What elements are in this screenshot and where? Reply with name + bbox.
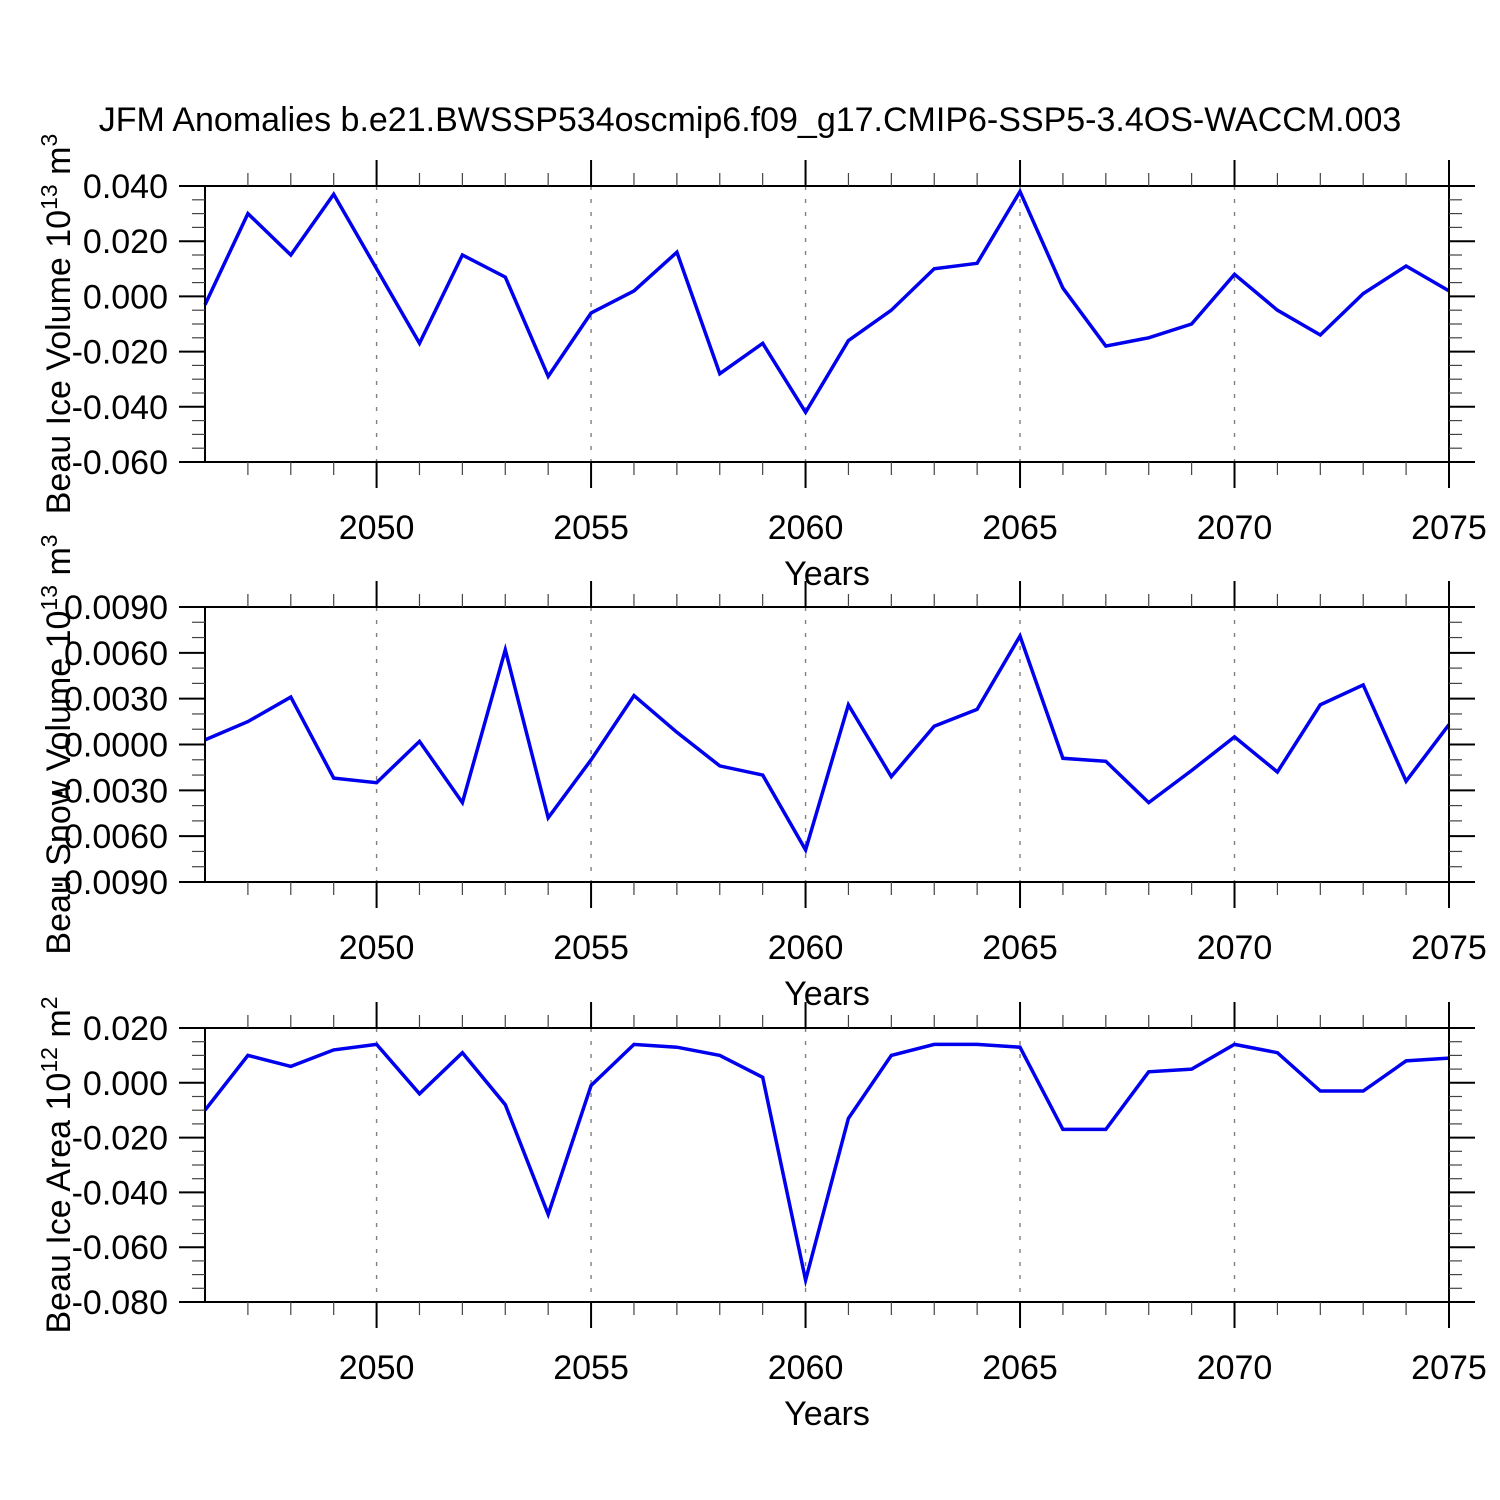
y-tick-label: 0.000 <box>83 278 168 316</box>
x-tick-label: 2065 <box>982 929 1058 967</box>
x-tick-label: 2075 <box>1411 509 1487 547</box>
ice-volume-frame <box>204 185 1450 463</box>
x-tick-label: 2060 <box>768 509 844 547</box>
y-tick-label: 0.0030 <box>64 681 168 719</box>
y-tick-label: -0.040 <box>72 1174 168 1212</box>
y-tick-label: -0.040 <box>72 389 168 427</box>
x-tick-label: 2065 <box>982 1349 1058 1387</box>
x-tick-label: 2075 <box>1411 1349 1487 1387</box>
x-tick-label: 2060 <box>768 1349 844 1387</box>
y-tick-label: -0.060 <box>72 444 168 482</box>
snow-volume-line <box>204 631 1451 855</box>
x-tick-label: 2050 <box>339 1349 415 1387</box>
y-tick-label: -0.0090 <box>53 864 168 902</box>
y-tick-label: -0.020 <box>72 1120 168 1158</box>
x-tick-label: 2060 <box>768 929 844 967</box>
y-tick-label: 0.0060 <box>64 635 168 673</box>
y-tick-label: -0.020 <box>72 334 168 372</box>
y-tick-label: 0.020 <box>83 1010 168 1048</box>
y-tick-label: -0.080 <box>72 1284 168 1322</box>
y-axis-title: Beau Snow Volume 1013 m3 <box>36 534 78 954</box>
x-tick-label: 2055 <box>553 929 629 967</box>
y-tick-label: -0.0030 <box>53 772 168 810</box>
y-tick-label: -0.060 <box>72 1229 168 1267</box>
y-tick-label: 0.040 <box>83 168 168 206</box>
snow-volume-frame <box>204 606 1450 883</box>
ice-area-frame <box>204 1027 1450 1303</box>
x-tick-label: 2075 <box>1411 929 1487 967</box>
x-tick-label: 2055 <box>553 1349 629 1387</box>
chart-title: JFM Anomalies b.e21.BWSSP534oscmip6.f09_… <box>98 101 1402 139</box>
y-axis-title: Beau Ice Area 1012 m2 <box>36 996 78 1333</box>
x-tick-label: 2050 <box>339 929 415 967</box>
ice-area-line <box>203 1042 1450 1288</box>
x-tick-label: 2050 <box>339 509 415 547</box>
y-tick-label: -0.0060 <box>53 818 168 856</box>
y-axis-title: Beau Ice Volume 1013 m3 <box>36 134 78 515</box>
panel-ice-area: 0.020 0.000 -0.020 -0.040 -0.060 -0.080 2050 20… <box>36 996 1487 1433</box>
panel-snow-volume: 0.0090 0.0060 0.0030 0.0000 -0.0030 -0.0060 -0… <box>36 534 1487 1013</box>
panel-ice-volume: 0.040 0.020 0.000 -0.020 -0.040 -0.060 2050 205… <box>36 134 1487 593</box>
x-tick-label: 2055 <box>553 509 629 547</box>
x-axis-title: Years <box>784 975 870 1013</box>
x-axis-title: Years <box>784 1395 870 1433</box>
y-tick-label: 0.020 <box>83 223 168 261</box>
x-tick-label: 2065 <box>982 509 1058 547</box>
x-tick-label: 2070 <box>1197 1349 1273 1387</box>
y-tick-label: 0.000 <box>83 1065 168 1103</box>
y-tick-label: 0.0000 <box>64 727 168 765</box>
x-tick-label: 2070 <box>1197 509 1273 547</box>
ice-volume-line <box>203 187 1450 416</box>
y-tick-label: 0.0090 <box>64 589 168 627</box>
x-axis-title: Years <box>784 555 870 593</box>
x-tick-label: 2070 <box>1197 929 1273 967</box>
